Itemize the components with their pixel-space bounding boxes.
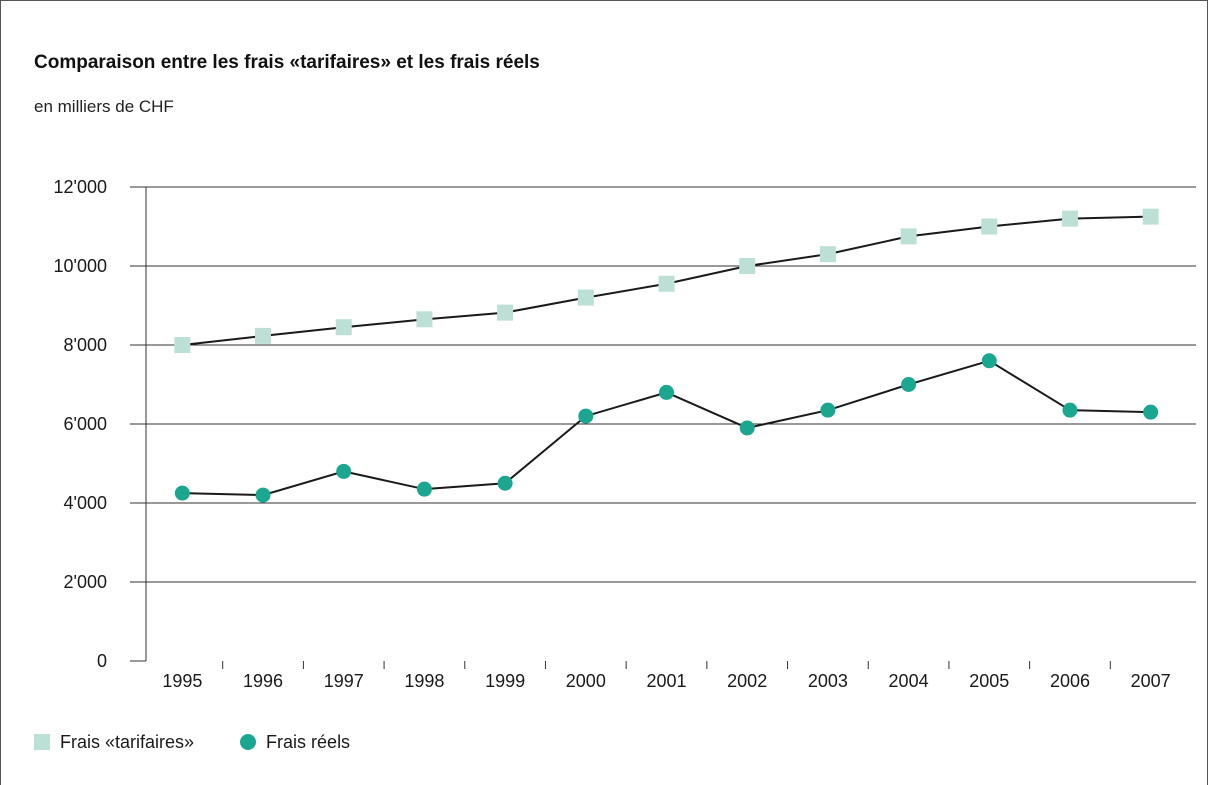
x-tick-label: 2007 [1131, 671, 1171, 691]
x-tick-label: 2006 [1050, 671, 1090, 691]
data-point-reels [336, 463, 352, 479]
frame-top-border [0, 0, 1208, 1]
legend-label-tarifaires: Frais «tarifaires» [60, 731, 195, 752]
y-tick-label: 6'000 [64, 414, 107, 434]
y-tick-label: 0 [97, 651, 107, 671]
chart-subtitle: en milliers de CHF [34, 97, 174, 116]
frame-left-border [0, 0, 1, 785]
data-point-reels [981, 353, 997, 369]
series-line-reels [182, 359, 1151, 497]
data-point-tarifaires [1061, 210, 1078, 227]
x-tick-label: 2004 [889, 671, 929, 691]
data-point-reels [820, 402, 836, 418]
x-tick-label: 2003 [808, 671, 848, 691]
x-tick-label: 1995 [162, 671, 202, 691]
y-tick-label: 12'000 [54, 177, 108, 197]
y-tick-label: 8'000 [64, 335, 107, 355]
x-tick-label: 1998 [404, 671, 444, 691]
legend-label-reels: Frais réels [266, 731, 351, 752]
y-tick-label: 2'000 [64, 572, 107, 592]
data-point-reels [659, 384, 674, 400]
circle-marker-icon [240, 734, 257, 750]
data-point-reels [1062, 402, 1078, 418]
data-point-reels [739, 420, 755, 436]
data-point-tarifaires [577, 289, 594, 306]
x-tick-label: 2000 [566, 671, 606, 691]
data-point-tarifaires [416, 311, 433, 328]
square-marker-icon [34, 734, 50, 750]
x-tick-label: 2002 [727, 671, 767, 691]
legend: Frais «tarifaires» Frais réels [34, 730, 396, 754]
data-point-tarifaires [981, 218, 998, 235]
data-point-tarifaires [658, 275, 675, 292]
x-tick-label: 1996 [243, 671, 283, 691]
legend-item-reels: Frais réels [240, 732, 350, 753]
data-point-tarifaires [1142, 208, 1159, 225]
data-point-reels [416, 481, 432, 497]
x-tick-label: 1997 [324, 671, 364, 691]
data-point-reels [174, 485, 190, 501]
data-point-tarifaires [497, 304, 514, 321]
y-tick-label: 4'000 [64, 493, 107, 513]
x-tick-label: 2001 [646, 671, 686, 691]
x-tick-label: 2005 [969, 671, 1009, 691]
data-point-reels [1143, 404, 1159, 420]
data-point-tarifaires [174, 337, 191, 353]
data-point-tarifaires [900, 228, 917, 245]
x-tick-label: 1999 [485, 671, 525, 691]
data-point-tarifaires [255, 327, 272, 344]
legend-item-tarifaires: Frais «tarifaires» [34, 732, 194, 753]
data-point-reels [578, 408, 594, 424]
data-point-reels [255, 487, 271, 503]
chart-title: Comparaison entre les frais «tarifaires»… [34, 52, 540, 73]
data-point-tarifaires [739, 258, 756, 274]
data-point-reels [901, 377, 917, 392]
data-point-tarifaires [335, 319, 352, 336]
data-point-tarifaires [819, 246, 836, 263]
data-point-reels [497, 475, 513, 491]
y-tick-label: 10'000 [54, 256, 108, 276]
